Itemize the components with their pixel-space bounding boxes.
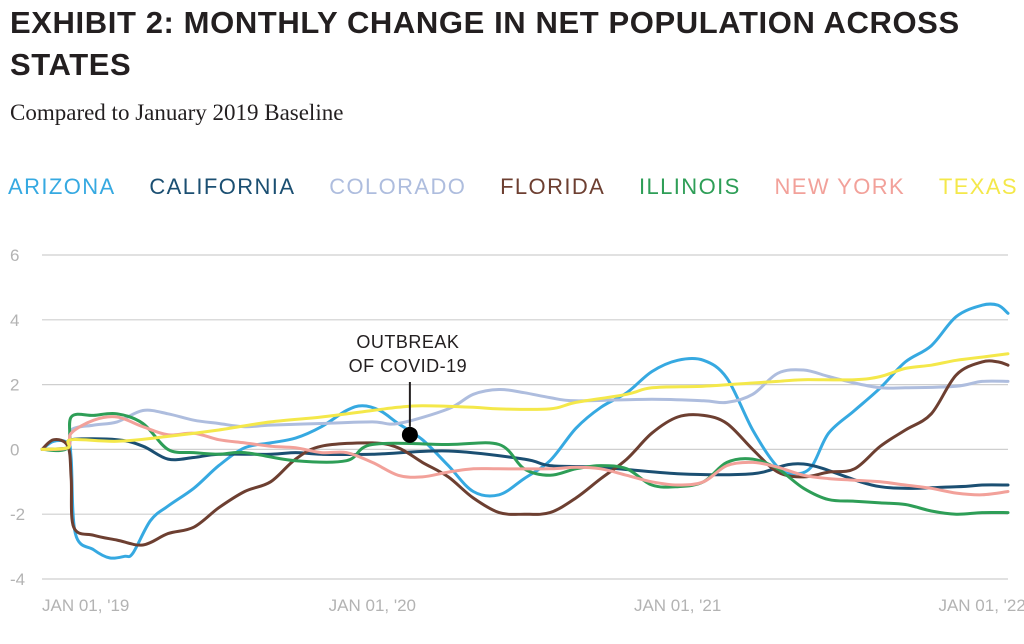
legend-item-illinois: ILLINOIS (639, 174, 741, 199)
y-tick-label: 4 (10, 311, 19, 330)
chart-title: EXHIBIT 2: MONTHLY CHANGE IN NET POPULAT… (10, 5, 960, 82)
chart-legend: ARIZONA CALIFORNIA COLORADO FLORIDA ILLI… (8, 174, 1018, 200)
legend-item-texas: TEXAS (938, 174, 1018, 199)
chart-subtitle: Compared to January 2019 Baseline (10, 100, 344, 125)
x-tick-label: JAN 01, '21 (634, 596, 721, 615)
annotation-text: OUTBREAK (356, 332, 459, 352)
series-line-texas (40, 352, 1010, 451)
legend-item-arizona: ARIZONA (8, 174, 116, 199)
y-tick-label: 2 (10, 376, 19, 395)
series-line-illinois (40, 411, 1010, 516)
x-tick-label: JAN 01, '20 (329, 596, 416, 615)
x-tick-label: JAN 01, '19 (42, 596, 129, 615)
legend-item-new-york: NEW YORK (774, 174, 906, 199)
legend-item-florida: FLORIDA (500, 174, 606, 199)
annotation-covid: OUTBREAK OF COVID-19 (349, 332, 468, 443)
y-tick-label: -2 (10, 505, 25, 524)
y-tick-label: 0 (10, 440, 19, 459)
series-line-florida (40, 359, 1010, 547)
series-lines (40, 302, 1010, 560)
x-axis-ticks: JAN 01, '19 JAN 01, '20 JAN 01, '21 JAN 01,… (42, 596, 1024, 615)
legend-item-california: CALIFORNIA (149, 174, 296, 199)
annotation-text: OF COVID-19 (349, 356, 468, 376)
x-tick-label: JAN 01, '22 (938, 596, 1024, 615)
series-line-arizona (40, 302, 1010, 560)
annotation-marker (401, 426, 418, 443)
gridlines (42, 254, 1008, 580)
legend-item-colorado: COLORADO (329, 174, 467, 199)
y-tick-label: -4 (10, 570, 25, 589)
y-tick-label: 6 (10, 246, 19, 265)
y-axis-ticks: 6 4 2 0 -2 -4 (10, 246, 25, 589)
